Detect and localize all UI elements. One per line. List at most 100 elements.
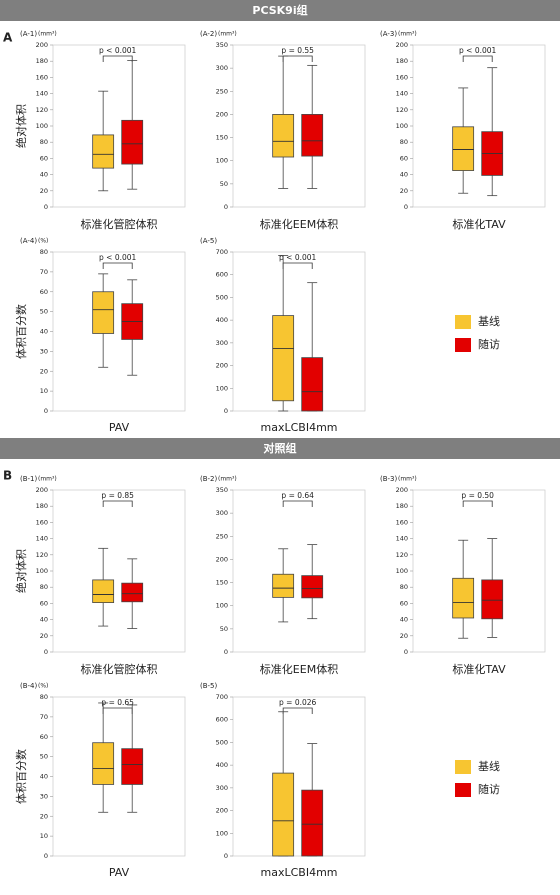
box — [272, 772, 295, 857]
unit-label: (mm³) — [218, 476, 237, 483]
legend-swatch — [455, 783, 471, 797]
y-axis-label: 体积百分数 — [14, 304, 28, 359]
p-value: p = 0.64 — [281, 491, 314, 500]
panel-label: (A-4) — [20, 237, 37, 245]
plot-frame — [232, 251, 366, 412]
p-bracket — [282, 500, 313, 507]
y-tick-label: 300 — [216, 509, 228, 517]
y-tick-label: 80 — [40, 138, 48, 146]
y-tick-label: 10 — [40, 832, 48, 840]
x-axis-label: maxLCBI4mm — [261, 866, 338, 879]
p-bracket — [102, 500, 133, 507]
legend-label: 基线 — [478, 314, 500, 328]
y-tick-label: 60 — [40, 288, 48, 296]
y-tick-label: 250 — [216, 532, 228, 540]
p-bracket — [102, 262, 133, 269]
y-tick-label: 60 — [40, 599, 48, 607]
y-tick-label: 160 — [36, 73, 48, 81]
box — [452, 577, 475, 619]
y-tick-label: 80 — [40, 583, 48, 591]
x-axis-label: PAV — [109, 421, 130, 434]
y-tick-label: 600 — [216, 716, 228, 724]
y-tick-label: 100 — [216, 384, 228, 392]
y-tick-label: 120 — [36, 551, 48, 559]
box — [301, 575, 324, 599]
x-axis-label: 标准化管腔体积 — [81, 662, 158, 676]
y-tick-label: 60 — [400, 599, 408, 607]
y-tick-label: 40 — [40, 773, 48, 781]
p-value: p < 0.001 — [99, 46, 137, 55]
y-tick-label: 20 — [400, 187, 408, 195]
y-tick-label: 40 — [400, 171, 408, 179]
y-axis-label: 绝对体积 — [14, 549, 28, 593]
y-tick-label: 0 — [44, 203, 48, 211]
legend-swatch — [455, 338, 471, 352]
y-tick-label: 60 — [40, 154, 48, 162]
y-tick-label: 350 — [216, 486, 228, 494]
y-tick-label: 160 — [36, 518, 48, 526]
y-tick-label: 20 — [40, 632, 48, 640]
legend-label: 随访 — [478, 337, 500, 351]
y-tick-label: 500 — [216, 293, 228, 301]
legend-swatch — [455, 315, 471, 329]
box — [272, 114, 295, 158]
y-tick-label: 0 — [224, 648, 228, 656]
y-tick-label: 20 — [40, 812, 48, 820]
p-value: p = 0.65 — [101, 698, 134, 707]
y-tick-label: 100 — [396, 122, 408, 130]
box — [92, 134, 115, 169]
section-title: PCSK9i组 — [252, 3, 307, 17]
y-tick-label: 200 — [396, 41, 408, 49]
p-bracket — [282, 707, 313, 714]
x-axis-label: 标准化管腔体积 — [81, 217, 158, 231]
panel-label: (B-5) — [200, 682, 218, 690]
y-tick-label: 0 — [224, 203, 228, 211]
panel-label: (A-2) — [200, 30, 217, 38]
p-value: p < 0.001 — [279, 253, 317, 262]
y-tick-label: 700 — [216, 248, 228, 256]
y-tick-label: 300 — [216, 64, 228, 72]
plot-frame — [232, 44, 366, 208]
y-tick-label: 180 — [396, 57, 408, 65]
p-bracket — [462, 55, 493, 62]
y-tick-label: 70 — [40, 713, 48, 721]
unit-label: (mm³) — [218, 31, 237, 38]
unit-label: (mm³) — [398, 31, 417, 38]
y-tick-label: 50 — [220, 625, 228, 633]
y-tick-label: 200 — [36, 41, 48, 49]
box — [301, 789, 324, 857]
y-tick-label: 150 — [216, 579, 228, 587]
y-tick-label: 700 — [216, 693, 228, 701]
y-axis-label: 体积百分数 — [14, 749, 28, 804]
plot-frame — [52, 44, 186, 208]
y-tick-label: 80 — [400, 138, 408, 146]
y-tick-label: 140 — [36, 90, 48, 98]
y-tick-label: 20 — [40, 367, 48, 375]
p-value: p < 0.001 — [99, 253, 137, 262]
p-bracket — [102, 55, 133, 62]
y-tick-label: 20 — [400, 632, 408, 640]
section-header — [0, 0, 560, 21]
y-tick-label: 0 — [404, 203, 408, 211]
y-tick-label: 100 — [216, 157, 228, 165]
y-tick-label: 250 — [216, 87, 228, 95]
y-tick-label: 200 — [216, 110, 228, 118]
plot-frame — [52, 489, 186, 653]
y-tick-label: 500 — [216, 738, 228, 746]
box — [121, 119, 144, 165]
y-tick-label: 50 — [40, 753, 48, 761]
legend-swatch — [455, 760, 471, 774]
y-tick-label: 0 — [224, 852, 228, 860]
y-tick-label: 0 — [224, 407, 228, 415]
y-tick-label: 60 — [400, 154, 408, 162]
y-tick-label: 120 — [36, 106, 48, 114]
panel-label: (A-1) — [20, 30, 37, 38]
y-tick-label: 100 — [36, 567, 48, 575]
box — [301, 357, 324, 412]
box — [121, 582, 144, 603]
p-value: p < 0.001 — [459, 46, 497, 55]
plot-frame — [52, 251, 186, 412]
y-tick-label: 100 — [216, 602, 228, 610]
y-tick-label: 20 — [40, 187, 48, 195]
plot-frame — [412, 44, 546, 208]
